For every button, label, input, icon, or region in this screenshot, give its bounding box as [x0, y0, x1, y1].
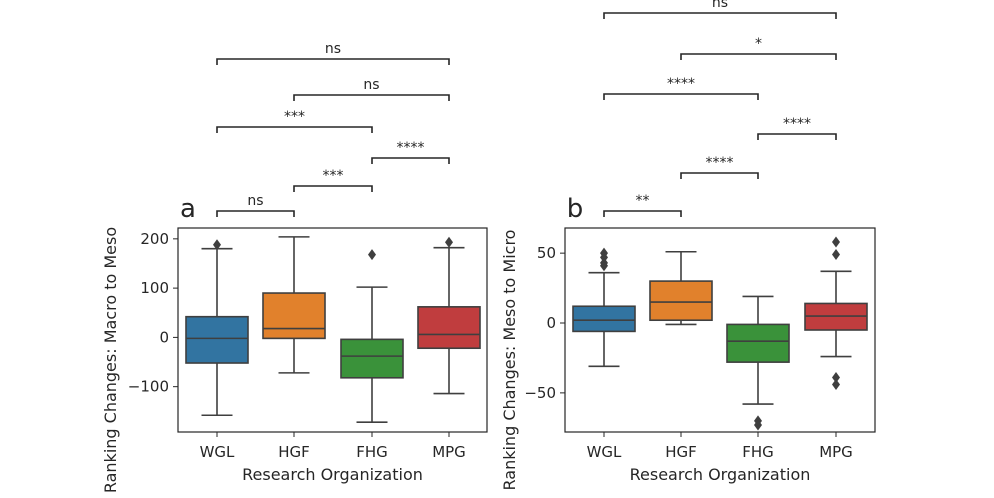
x-tick-label: MPG: [819, 443, 853, 461]
box-wgl: [572, 247, 636, 368]
box-iqr: [649, 280, 713, 322]
x-tick-label: WGL: [200, 443, 235, 461]
y-tick-label: 0: [159, 328, 169, 346]
outlier-point: [368, 249, 376, 261]
box-wgl: [185, 239, 249, 417]
significance-label: ns: [247, 193, 263, 209]
panel-a: −100 0 100 200 WGL HGF FHG MPG Research Organiza…: [101, 41, 488, 493]
significance-label: *: [755, 36, 762, 52]
significance-bracket: [603, 12, 837, 19]
significance-label: ***: [323, 168, 344, 184]
significance-bracket: [603, 210, 682, 217]
significance-label: ns: [363, 77, 379, 93]
significance-bracket: [680, 172, 759, 179]
y-tick-label: 200: [140, 230, 169, 248]
significance-bracket: [293, 185, 373, 192]
box-hgf: [649, 250, 713, 326]
outlier-point: [832, 236, 840, 248]
y-tick-label: 0: [546, 314, 556, 332]
box-fhg: [340, 249, 404, 423]
significance-bracket: [216, 210, 295, 217]
x-axis-label: Research Organization: [630, 465, 811, 484]
box-iqr: [726, 323, 790, 363]
box-mpg: [804, 236, 868, 390]
x-tick-label: FHG: [742, 443, 774, 461]
significance-label: ****: [783, 116, 811, 132]
box-iqr: [417, 306, 481, 350]
panel-letter: b: [567, 194, 584, 224]
plot-frame: [177, 227, 488, 433]
significance-label: **: [636, 193, 650, 209]
outlier-point: [600, 257, 608, 269]
y-tick-label: 50: [537, 244, 556, 262]
box-iqr: [340, 338, 404, 379]
significance-label: ns: [712, 0, 728, 11]
panel-letter: a: [180, 194, 196, 224]
x-tick-label: FHG: [356, 443, 388, 461]
significance-bracket: [293, 94, 450, 101]
significance-bracket: [757, 133, 837, 140]
significance-bracket: [371, 157, 450, 164]
panel-b: −50 0 50 WGL HGF FHG MPG Research Organization R…: [500, 0, 876, 491]
significance-label: ****: [397, 140, 425, 156]
box-iqr: [185, 315, 249, 364]
significance-bracket: [603, 93, 759, 100]
significance-label: ****: [706, 155, 734, 171]
outlier-point: [832, 372, 840, 384]
significance-bracket: [680, 53, 837, 60]
y-axis-label: Ranking Changes: Macro to Meso: [101, 227, 120, 493]
x-tick-label: HGF: [665, 443, 697, 461]
outlier-point: [832, 249, 840, 261]
box-fhg: [726, 295, 790, 431]
significance-label: ***: [284, 109, 305, 125]
y-tick-label: −50: [524, 384, 556, 402]
significance-bracket: [216, 58, 450, 65]
x-tick-label: WGL: [587, 443, 622, 461]
box-hgf: [262, 236, 326, 374]
box-iqr: [572, 305, 636, 333]
outlier-point: [213, 239, 221, 251]
x-axis-label: Research Organization: [242, 465, 423, 484]
y-tick-label: 100: [140, 279, 169, 297]
outlier-point: [832, 378, 840, 390]
x-tick-label: HGF: [278, 443, 310, 461]
outlier-point: [754, 419, 762, 431]
box-mpg: [417, 236, 481, 395]
significance-label: ns: [325, 41, 341, 57]
plot-frame: [564, 227, 876, 433]
outlier-point: [445, 236, 453, 248]
y-axis-label: Ranking Changes: Meso to Micro: [500, 230, 519, 491]
box-iqr: [262, 292, 326, 340]
significance-label: ****: [667, 76, 695, 92]
x-tick-label: MPG: [432, 443, 466, 461]
significance-bracket: [216, 126, 373, 133]
outlier-point: [600, 247, 608, 259]
y-tick-label: −100: [128, 378, 169, 396]
